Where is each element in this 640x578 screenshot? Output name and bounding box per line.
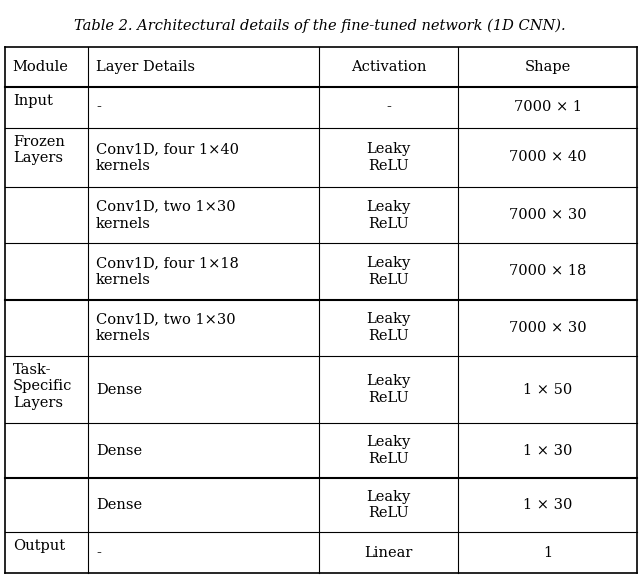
Text: Dense: Dense <box>96 498 142 512</box>
Text: 1 × 30: 1 × 30 <box>523 444 572 458</box>
Text: 7000 × 40: 7000 × 40 <box>509 150 586 164</box>
Text: Leaky
ReLU: Leaky ReLU <box>366 142 411 173</box>
Text: Leaky
ReLU: Leaky ReLU <box>366 312 411 343</box>
Text: -: - <box>96 100 101 114</box>
Text: Leaky
ReLU: Leaky ReLU <box>366 256 411 287</box>
Text: Dense: Dense <box>96 444 142 458</box>
Text: Module: Module <box>13 60 68 74</box>
Text: Conv1D, two 1×30
kernels: Conv1D, two 1×30 kernels <box>96 200 236 231</box>
Text: Leaky
ReLU: Leaky ReLU <box>366 200 411 231</box>
Text: Conv1D, two 1×30
kernels: Conv1D, two 1×30 kernels <box>96 312 236 343</box>
Text: 1 × 30: 1 × 30 <box>523 498 572 512</box>
Text: Task-
Specific
Layers: Task- Specific Layers <box>13 362 72 410</box>
Text: Linear: Linear <box>364 546 413 560</box>
Text: Leaky
ReLU: Leaky ReLU <box>366 490 411 520</box>
Text: Dense: Dense <box>96 383 142 397</box>
Text: 7000 × 30: 7000 × 30 <box>509 321 586 335</box>
Text: 1: 1 <box>543 546 552 560</box>
Text: -: - <box>386 100 391 114</box>
Text: Layer Details: Layer Details <box>96 60 195 74</box>
Text: Shape: Shape <box>524 60 571 74</box>
Text: 1 × 50: 1 × 50 <box>523 383 572 397</box>
Text: Leaky
ReLU: Leaky ReLU <box>366 435 411 466</box>
Text: 7000 × 18: 7000 × 18 <box>509 264 586 279</box>
Text: Leaky
ReLU: Leaky ReLU <box>366 374 411 405</box>
Text: 7000 × 1: 7000 × 1 <box>513 100 582 114</box>
Text: Table 2. Architectural details of the fine-tuned network (1D CNN).: Table 2. Architectural details of the fi… <box>74 18 566 33</box>
Text: Output: Output <box>13 539 65 553</box>
Text: Conv1D, four 1×18
kernels: Conv1D, four 1×18 kernels <box>96 256 239 287</box>
Text: Input: Input <box>13 94 52 108</box>
Text: Frozen
Layers: Frozen Layers <box>13 135 65 165</box>
Text: 7000 × 30: 7000 × 30 <box>509 208 586 222</box>
Text: Activation: Activation <box>351 60 426 74</box>
Text: Conv1D, four 1×40
kernels: Conv1D, four 1×40 kernels <box>96 142 239 173</box>
Text: -: - <box>96 546 101 560</box>
